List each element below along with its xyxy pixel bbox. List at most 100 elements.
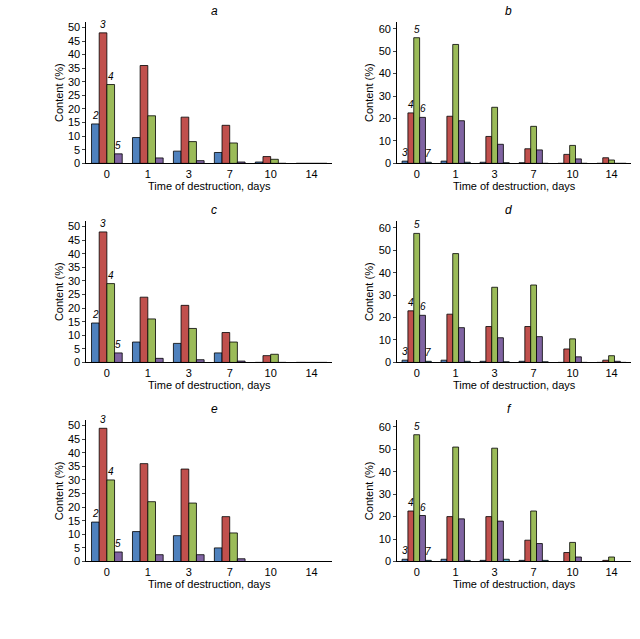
svg-text:5: 5 xyxy=(115,538,121,549)
svg-text:25: 25 xyxy=(68,288,80,300)
svg-text:5: 5 xyxy=(74,343,80,355)
svg-text:2: 2 xyxy=(92,508,99,519)
svg-text:4: 4 xyxy=(108,71,114,82)
svg-text:40: 40 xyxy=(68,48,80,60)
svg-text:10: 10 xyxy=(379,533,391,545)
svg-text:1: 1 xyxy=(453,168,459,180)
svg-text:4: 4 xyxy=(408,297,414,308)
svg-text:14: 14 xyxy=(605,367,617,379)
svg-text:50: 50 xyxy=(68,220,80,232)
svg-text:5: 5 xyxy=(414,219,420,230)
svg-text:Content (%): Content (%) xyxy=(363,461,375,520)
svg-text:35: 35 xyxy=(68,62,80,74)
svg-text:60: 60 xyxy=(379,222,391,234)
svg-text:Content (%): Content (%) xyxy=(363,262,375,321)
svg-text:2: 2 xyxy=(92,110,99,121)
svg-text:7: 7 xyxy=(531,367,537,379)
svg-text:45: 45 xyxy=(68,234,80,246)
svg-text:20: 20 xyxy=(379,311,391,323)
svg-text:20: 20 xyxy=(379,510,391,522)
svg-text:Time of destruction, days: Time of destruction, days xyxy=(148,180,271,192)
svg-text:10: 10 xyxy=(265,566,277,578)
svg-text:10: 10 xyxy=(566,367,578,379)
svg-text:0: 0 xyxy=(385,555,391,567)
svg-text:40: 40 xyxy=(68,248,80,260)
svg-text:7: 7 xyxy=(227,367,233,379)
svg-text:15: 15 xyxy=(68,116,80,128)
svg-text:0: 0 xyxy=(104,168,110,180)
svg-text:1: 1 xyxy=(145,168,151,180)
svg-text:25: 25 xyxy=(68,89,80,101)
svg-text:Content (%): Content (%) xyxy=(363,63,375,122)
svg-text:20: 20 xyxy=(379,112,391,124)
svg-text:14: 14 xyxy=(605,566,617,578)
svg-text:0: 0 xyxy=(385,356,391,368)
svg-text:5: 5 xyxy=(414,24,420,35)
svg-text:30: 30 xyxy=(68,76,80,88)
svg-text:1: 1 xyxy=(145,367,151,379)
svg-text:45: 45 xyxy=(68,35,80,47)
svg-text:0: 0 xyxy=(74,555,80,567)
svg-text:4: 4 xyxy=(108,270,114,281)
svg-text:6: 6 xyxy=(420,103,426,114)
svg-text:Content (%): Content (%) xyxy=(53,461,65,520)
svg-text:35: 35 xyxy=(68,460,80,472)
svg-text:30: 30 xyxy=(379,289,391,301)
svg-text:20: 20 xyxy=(68,302,80,314)
svg-text:0: 0 xyxy=(104,566,110,578)
svg-text:30: 30 xyxy=(379,488,391,500)
svg-text:10: 10 xyxy=(379,135,391,147)
svg-text:50: 50 xyxy=(68,419,80,431)
svg-text:Time of destruction, days: Time of destruction, days xyxy=(148,578,271,590)
svg-text:40: 40 xyxy=(68,447,80,459)
svg-text:5: 5 xyxy=(414,421,420,432)
svg-text:30: 30 xyxy=(68,275,80,287)
svg-text:e: e xyxy=(211,402,218,416)
svg-text:20: 20 xyxy=(68,103,80,115)
svg-text:15: 15 xyxy=(68,515,80,527)
svg-text:1: 1 xyxy=(453,367,459,379)
svg-text:0: 0 xyxy=(414,168,420,180)
svg-text:1: 1 xyxy=(145,566,151,578)
svg-text:3: 3 xyxy=(186,168,192,180)
svg-text:4: 4 xyxy=(108,466,114,477)
svg-text:60: 60 xyxy=(379,23,391,35)
svg-text:0: 0 xyxy=(385,157,391,169)
svg-text:3: 3 xyxy=(492,367,498,379)
svg-text:7: 7 xyxy=(425,546,431,557)
svg-text:7: 7 xyxy=(227,566,233,578)
svg-text:c: c xyxy=(211,203,217,217)
svg-text:Time of destruction, days: Time of destruction, days xyxy=(453,379,576,391)
svg-text:50: 50 xyxy=(379,443,391,455)
svg-text:Time of destruction, days: Time of destruction, days xyxy=(148,379,271,391)
svg-text:10: 10 xyxy=(68,329,80,341)
svg-text:7: 7 xyxy=(531,168,537,180)
svg-text:10: 10 xyxy=(265,367,277,379)
svg-text:Time of destruction, days: Time of destruction, days xyxy=(453,180,576,192)
svg-text:25: 25 xyxy=(68,487,80,499)
svg-text:3: 3 xyxy=(402,346,408,357)
svg-text:14: 14 xyxy=(305,367,317,379)
svg-text:a: a xyxy=(211,4,218,18)
svg-text:40: 40 xyxy=(379,466,391,478)
svg-text:4: 4 xyxy=(408,99,414,110)
svg-text:50: 50 xyxy=(379,45,391,57)
svg-text:6: 6 xyxy=(420,502,426,513)
svg-text:14: 14 xyxy=(605,168,617,180)
svg-text:f: f xyxy=(507,402,512,416)
svg-text:7: 7 xyxy=(227,168,233,180)
svg-text:5: 5 xyxy=(74,144,80,156)
svg-text:10: 10 xyxy=(265,168,277,180)
svg-text:3: 3 xyxy=(402,147,408,158)
svg-text:3: 3 xyxy=(100,19,106,30)
svg-text:5: 5 xyxy=(115,339,121,350)
svg-text:30: 30 xyxy=(379,90,391,102)
svg-text:Content (%): Content (%) xyxy=(53,63,65,122)
svg-text:10: 10 xyxy=(566,566,578,578)
svg-text:20: 20 xyxy=(68,501,80,513)
svg-text:b: b xyxy=(505,4,512,18)
svg-text:0: 0 xyxy=(74,157,80,169)
svg-text:45: 45 xyxy=(68,433,80,445)
svg-text:60: 60 xyxy=(379,421,391,433)
svg-text:3: 3 xyxy=(186,566,192,578)
